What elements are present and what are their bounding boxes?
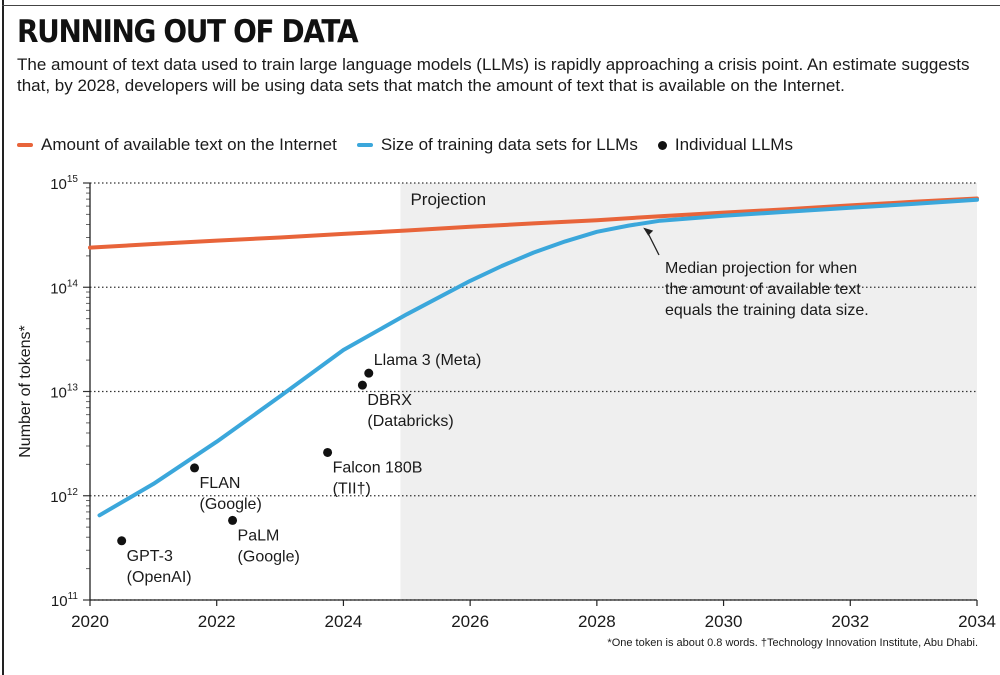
llm-point — [323, 447, 333, 457]
chart-title: RUNNING OUT OF DATA — [17, 14, 359, 50]
annotation-arrowhead — [643, 227, 654, 236]
x-tick-label: 2032 — [831, 612, 869, 631]
legend-swatch-individual-llms — [657, 140, 667, 150]
x-tick-label: 2024 — [325, 612, 363, 631]
y-tick-label: 1014 — [50, 278, 78, 297]
llm-point-label: FLAN (Google) — [200, 475, 262, 513]
llm-point-label: PaLM (Google) — [238, 527, 300, 565]
x-tick-label: 2034 — [958, 612, 996, 631]
x-tick-label: 2028 — [578, 612, 616, 631]
llm-point-label: DBRX (Databricks) — [367, 392, 453, 430]
llm-point-label: GPT-3 (OpenAI) — [127, 548, 192, 586]
legend-item-internet-text: Amount of available text on the Internet — [17, 135, 337, 155]
x-tick-label: 2030 — [705, 612, 743, 631]
x-tick-label: 2022 — [198, 612, 236, 631]
annotation-text: Median projection for when the amount of … — [665, 260, 869, 319]
llm-point — [357, 380, 367, 390]
y-tick-label: 1012 — [50, 487, 78, 506]
series-line-internet-text — [88, 196, 979, 250]
annotation-leader — [646, 231, 660, 256]
legend-item-training-data: Size of training data sets for LLMs — [356, 135, 638, 155]
y-axis-title: Number of tokens* — [17, 325, 34, 458]
legend-item-individual-llms: Individual LLMs — [657, 135, 793, 155]
legend-label-training-data: Size of training data sets for LLMs — [380, 135, 638, 154]
llm-point — [364, 368, 374, 378]
llm-point — [190, 463, 200, 473]
projection-label: Projection — [410, 190, 486, 209]
llm-point-label: Llama 3 (Meta) — [374, 352, 482, 369]
footnote: *One token is about 0.8 words. †Technolo… — [607, 637, 978, 649]
y-tick-label: 1011 — [51, 591, 79, 610]
legend-swatch-training-data — [356, 143, 373, 147]
frame-left-border — [2, 0, 4, 675]
llm-point — [228, 515, 238, 525]
y-tick-label: 1015 — [50, 174, 78, 193]
chart-subtitle: The amount of text data used to train la… — [17, 55, 970, 95]
series-line-training-data — [97, 197, 979, 518]
x-tick-label: 2020 — [71, 612, 109, 631]
legend: Amount of available text on the Internet… — [17, 134, 813, 156]
y-tick-label: 1013 — [50, 383, 78, 402]
legend-label-individual-llms: Individual LLMs — [674, 135, 793, 154]
projection-region — [400, 183, 977, 600]
x-tick-label: 2026 — [451, 612, 489, 631]
legend-label-internet-text: Amount of available text on the Internet — [41, 135, 337, 154]
frame-top-border — [2, 5, 1000, 6]
legend-swatch-internet-text — [17, 143, 33, 147]
llm-point-label: Falcon 180B (TII†) — [333, 459, 423, 497]
llm-point — [117, 536, 127, 546]
